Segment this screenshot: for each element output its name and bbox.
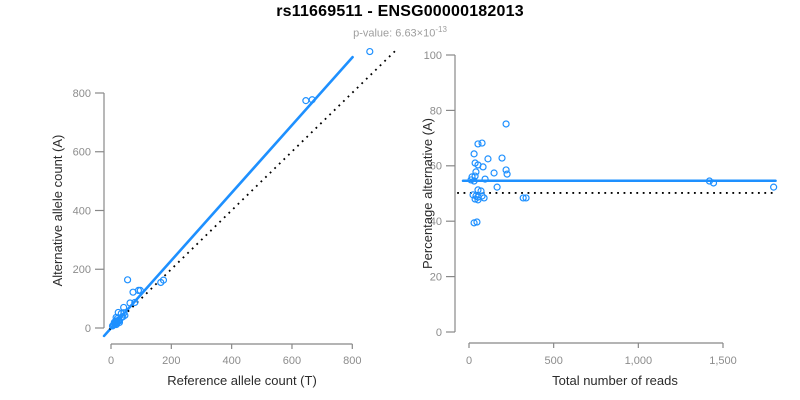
data-point [705,177,714,185]
data-point [159,276,168,284]
data-point [366,47,374,56]
x-axis-title: Total number of reads [552,373,678,388]
data-point [498,154,506,162]
x-axis-title: Reference allele count (T) [167,373,317,388]
data-point [478,139,486,147]
x-tick-label: 0 [466,355,472,367]
y-axis-title: Percentage alternative (A) [420,118,435,269]
y-tick-label: 100 [424,50,442,62]
data-point [468,173,476,181]
data-point [490,169,498,177]
data-point [136,286,144,294]
chart-title: rs11669511 - ENSG00000182013 [276,3,524,20]
scatter-panel-allele-counts: 0 200 400 600 800 0 200 400 600 800 Reference alle… [50,47,397,388]
y-tick-label: 800 [73,88,91,100]
y-tick-label: 600 [73,147,91,159]
data-point [477,187,485,195]
data-point [522,194,530,202]
data-point [519,194,527,202]
x-tick-label: 400 [222,355,240,367]
x-tick-label: 500 [544,355,562,367]
data-point [481,175,489,183]
data-point [308,96,316,104]
data-point [478,192,486,200]
x-tick-label: 1,000 [625,355,653,367]
y-tick-label: 40 [430,216,442,228]
data-point [474,140,482,148]
data-point [126,299,134,307]
data-point [474,196,482,204]
x-tick-label: 600 [283,355,301,367]
y-tick-label: 20 [430,271,442,283]
y-tick-label: 60 [430,161,442,173]
p-value-text: p-value: 6.63×10 [353,27,436,40]
y-axis-title: Alternative allele count (A) [50,135,65,287]
data-point [121,311,129,319]
x-tick-label: 1,500 [709,355,737,367]
data-point [709,179,718,187]
data-point [470,177,478,185]
data-point [480,194,488,202]
data-point [470,219,478,227]
data-point [470,150,478,158]
y-tick-label: 200 [73,264,91,276]
x-tick-label: 800 [343,355,361,367]
x-tick-label: 0 [108,355,114,367]
data-point [502,166,510,174]
data-point [484,155,492,163]
y-tick-label: 0 [85,323,91,335]
p-value-exponent: -13 [435,25,447,34]
x-tick-label: 200 [162,355,180,367]
data-point [503,170,511,178]
data-point [123,276,132,284]
data-point [473,218,481,226]
data-point [471,172,479,180]
data-point [302,97,310,105]
data-point [770,183,778,191]
data-point [115,318,124,327]
data-point [472,168,480,176]
identity-line [108,49,397,331]
data-point [502,120,510,128]
y-tick-label: 80 [430,105,442,117]
data-point [120,303,128,312]
data-point [479,163,487,171]
scatter-panel-percentage-vs-reads: 0 20 40 60 80 100 0 500 1,000 1,500 Total number o… [420,50,778,388]
y-tick-label: 0 [436,327,442,339]
data-point [471,195,479,203]
data-point [493,183,501,191]
p-value-subtitle: p-value: 6.63×10-13 [0,25,800,40]
data-point [131,298,139,307]
fit-line [102,55,354,338]
y-tick-label: 400 [73,205,91,217]
